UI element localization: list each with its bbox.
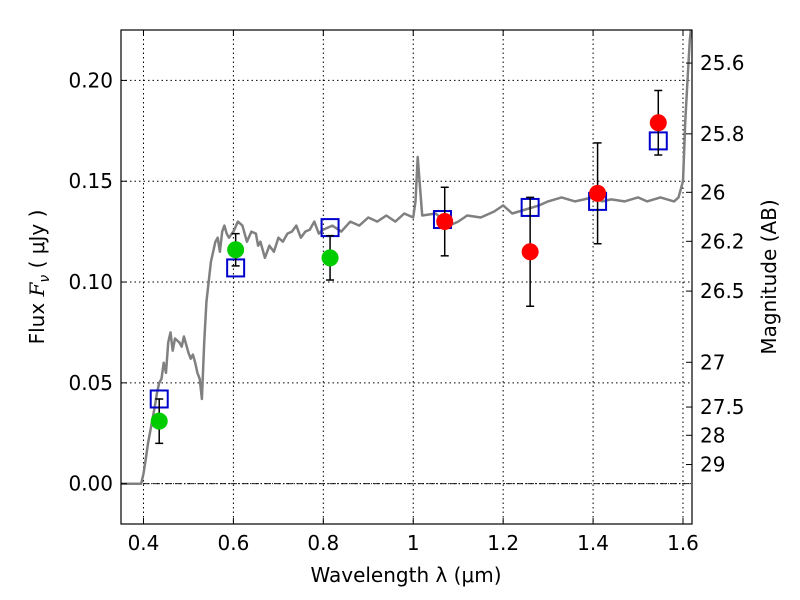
y-tick-label: 0.05 xyxy=(68,371,113,395)
y-tick-label: 0.10 xyxy=(68,270,113,294)
right-tick-label: 26 xyxy=(700,180,725,204)
y-tick-label: 0.00 xyxy=(68,472,113,496)
green-data-point xyxy=(227,241,245,259)
right-tick-label: 25.6 xyxy=(700,51,745,75)
red-data-point xyxy=(436,213,454,231)
x-tick-label: 1.6 xyxy=(667,531,699,555)
y-axis-label-suffix: ( μJy ) xyxy=(25,210,49,275)
x-tick-label: 0.6 xyxy=(217,531,249,555)
y-tick-label: 0.20 xyxy=(68,68,113,92)
y-axis-label-symbol: F xyxy=(25,281,49,297)
y-axis-label-subscript: ν xyxy=(37,275,53,283)
y-tick-label: 0.15 xyxy=(68,169,113,193)
right-tick-label: 28 xyxy=(700,423,725,447)
plot-frame xyxy=(120,29,693,525)
red-data-point xyxy=(521,243,539,261)
x-tick-label: 1.2 xyxy=(487,531,519,555)
plot-area xyxy=(121,30,692,485)
x-axis-label: Wavelength λ (μm) xyxy=(310,563,501,587)
right-tick-label: 27 xyxy=(700,350,725,374)
red-data-point xyxy=(589,184,607,202)
y-axis-label-prefix: Flux xyxy=(25,296,49,344)
x-tick-label: 1.4 xyxy=(577,531,609,555)
axis-ticks: 0.4 0.6 0.8 1 1.2 1.4 1.6 0.00 0.05 0.10 0.15 0.20 2… xyxy=(68,30,745,555)
x-tick-label: 0.4 xyxy=(128,531,160,555)
right-tick-label: 25.8 xyxy=(700,122,745,146)
x-tick-label: 0.8 xyxy=(307,531,339,555)
grid-lines xyxy=(121,30,692,524)
green-data-point xyxy=(150,412,168,430)
y-axis-label: Flux Fν ( μJy ) xyxy=(25,210,53,345)
right-tick-label: 26.2 xyxy=(700,229,745,253)
right-tick-label: 27.5 xyxy=(700,395,745,419)
green-data-point xyxy=(321,249,339,267)
right-tick-label: 29 xyxy=(700,453,725,477)
right-tick-label: 26.5 xyxy=(700,279,745,303)
red-data-point xyxy=(649,114,667,132)
spectrum-line xyxy=(121,30,692,485)
x-tick-label: 1 xyxy=(407,531,420,555)
right-axis-label: Magnitude (AB) xyxy=(757,199,781,354)
